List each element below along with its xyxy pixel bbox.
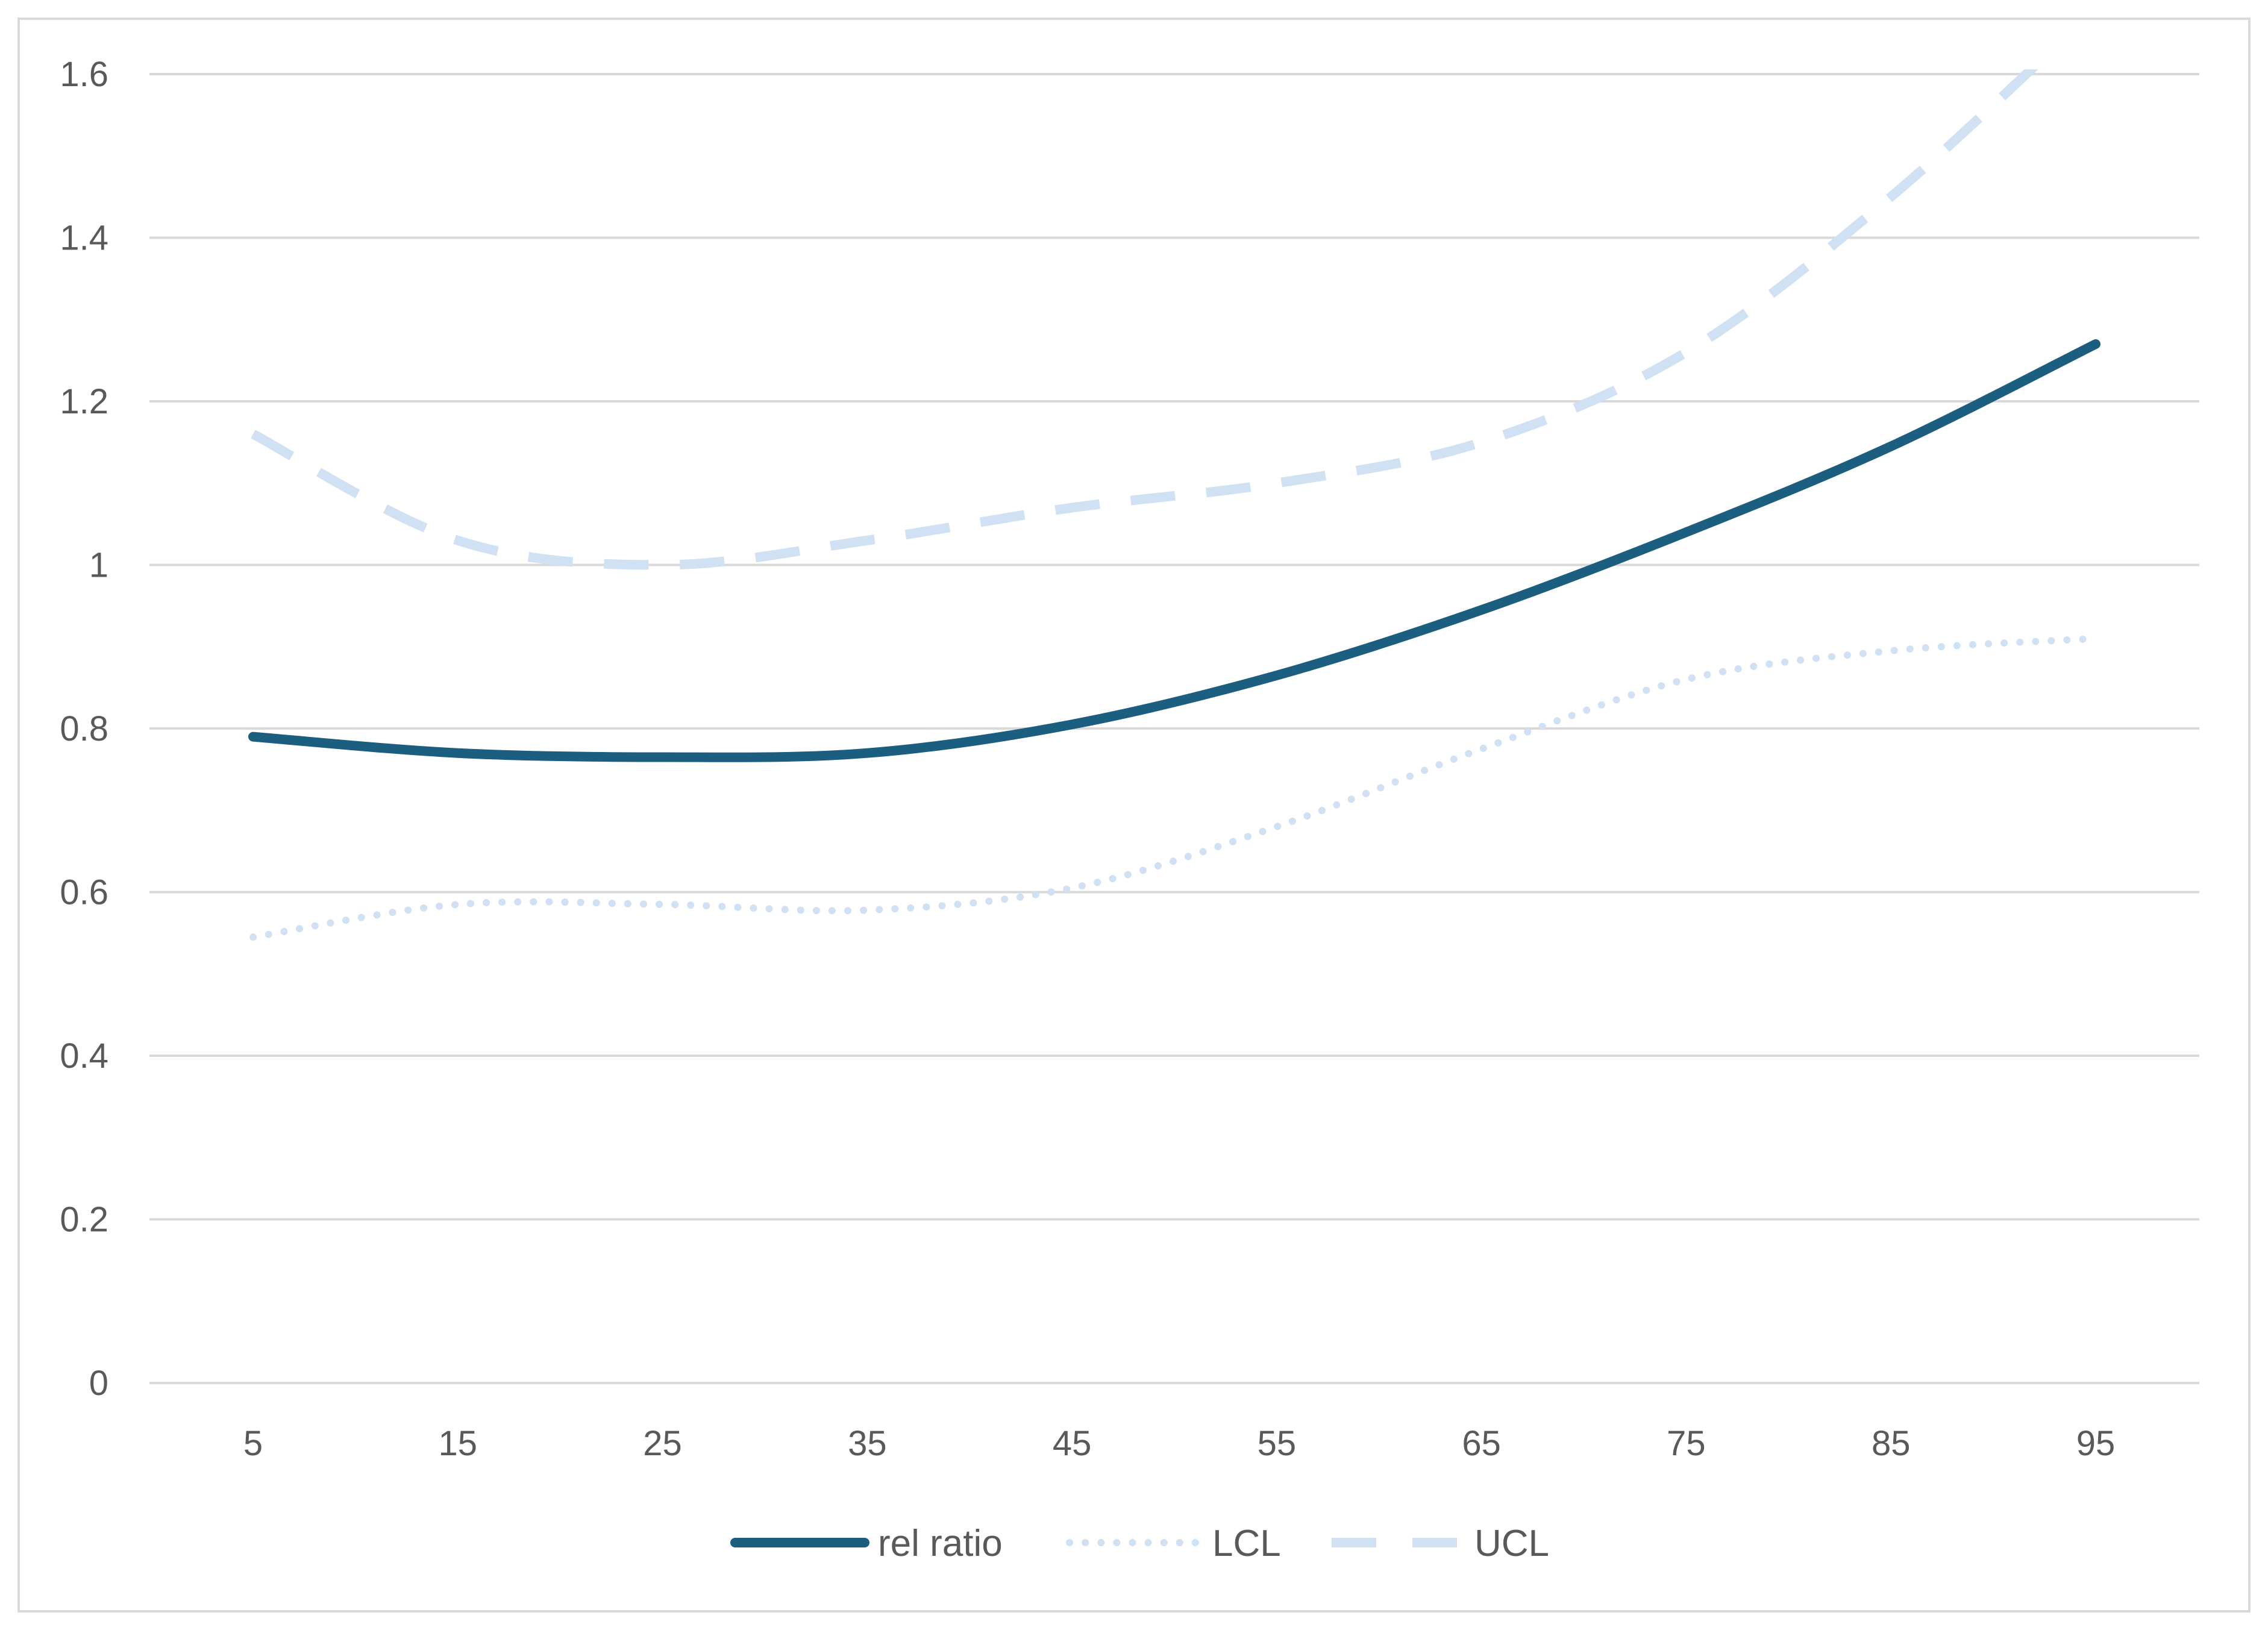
x-tick-label: 75 <box>1667 1424 1706 1463</box>
x-tick-label: 55 <box>1258 1424 1297 1463</box>
y-tick-label: 0.8 <box>60 709 108 748</box>
y-tick-label: 1.4 <box>60 219 108 258</box>
series-line-lcl <box>249 635 2099 941</box>
legend-label-ucl: UCL <box>1474 1523 1549 1564</box>
x-tick-label: 45 <box>1053 1424 1092 1463</box>
y-tick-label: 0.2 <box>60 1200 108 1240</box>
x-tick-label: 25 <box>643 1424 682 1463</box>
y-tick-label: 0 <box>89 1364 108 1403</box>
x-axis-tick-labels: 5 15 25 35 45 55 65 75 85 95 <box>243 1424 2115 1463</box>
series-lines <box>248 69 2100 941</box>
y-tick-label: 1 <box>89 546 108 585</box>
series-line-ucl <box>251 69 2038 570</box>
legend: rel ratio LCL UCL <box>730 1523 1549 1564</box>
x-tick-label: 5 <box>243 1424 263 1463</box>
series-line-rel-ratio <box>248 339 2100 762</box>
x-tick-label: 95 <box>2076 1424 2116 1463</box>
x-tick-label: 65 <box>1462 1424 1501 1463</box>
legend-label-rel-ratio: rel ratio <box>878 1523 1003 1564</box>
gridlines <box>149 73 2199 1384</box>
y-axis-tick-labels: 0 0.2 0.4 0.6 0.8 1 1.2 1.4 1.6 <box>60 55 108 1403</box>
y-tick-label: 1.2 <box>60 382 108 421</box>
y-tick-label: 0.6 <box>60 873 108 912</box>
legend-label-lcl: LCL <box>1212 1523 1281 1564</box>
x-tick-label: 15 <box>439 1424 478 1463</box>
y-tick-label: 1.6 <box>60 55 108 94</box>
y-tick-label: 0.4 <box>60 1036 108 1076</box>
x-tick-label: 85 <box>1872 1424 1911 1463</box>
x-tick-label: 35 <box>848 1424 887 1463</box>
chart-frame <box>17 17 2251 1613</box>
